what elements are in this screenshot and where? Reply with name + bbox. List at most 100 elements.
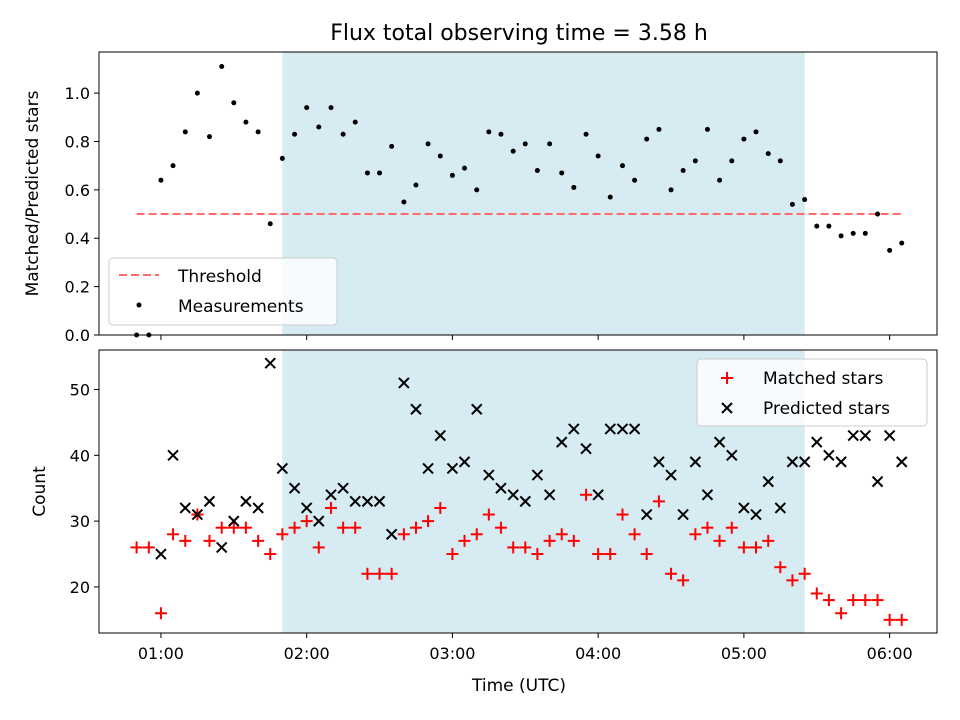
predicted-star-marker: [300, 502, 313, 514]
matched-star-marker: [616, 508, 629, 521]
matched-star-marker: [349, 521, 362, 534]
predicted-marker-b: [313, 515, 325, 527]
y-tick-label: 0.8: [65, 132, 90, 151]
matched-star-marker: [130, 541, 143, 554]
measurement-point: [243, 119, 249, 125]
predicted-marker-b: [568, 423, 580, 435]
measurement-point: [802, 197, 808, 203]
predicted-marker-b: [179, 502, 191, 514]
predicted-star-marker: [288, 482, 301, 494]
measurement-point: [267, 221, 273, 227]
matched-star-marker: [689, 528, 702, 541]
predicted-star-marker: [325, 489, 337, 501]
predicted-star-marker: [835, 456, 847, 468]
matched-star-marker: [774, 561, 787, 574]
matched-star-marker: [786, 574, 799, 587]
predicted-marker-b: [434, 429, 447, 442]
predicted-star-marker: [592, 489, 604, 501]
predicted-star-marker: [556, 436, 568, 448]
matched-star-marker: [264, 548, 277, 561]
matched-star-marker: [361, 567, 374, 580]
matched-star-marker: [179, 534, 192, 547]
measurement-point: [206, 134, 212, 140]
predicted-star-marker: [580, 443, 592, 455]
matched-star-marker: [835, 607, 848, 620]
matched-star-marker: [215, 521, 228, 534]
matched-star-marker: [239, 521, 252, 534]
count-y-tick-label: 50: [70, 380, 90, 399]
measurement-point: [413, 182, 419, 188]
predicted-star-marker: [240, 495, 252, 508]
threshold-legend-label: Threshold: [177, 267, 262, 287]
matched-legend-label: Matched stars: [763, 369, 883, 389]
predicted-marker-b: [361, 495, 374, 508]
matched-star-marker: [640, 548, 653, 561]
predicted-marker-b: [495, 482, 507, 494]
matched-stars-points: [130, 488, 908, 626]
measurement-point: [741, 136, 747, 142]
predicted-marker-b: [325, 489, 337, 501]
predicted-marker-b: [811, 436, 823, 448]
predicted-marker-b: [701, 489, 714, 501]
predicted-star-marker: [859, 429, 872, 442]
measurement-points: [134, 64, 905, 338]
matched-star-marker: [628, 528, 641, 541]
predicted-star-marker: [252, 502, 264, 514]
predicted-star-marker: [531, 469, 544, 481]
measurements-legend-swatch: [136, 302, 142, 308]
predicted-marker-b: [191, 508, 204, 521]
predicted-star-marker: [762, 475, 774, 488]
measurement-point: [486, 129, 492, 135]
matched-star-marker: [446, 548, 459, 561]
predicted-marker-b: [677, 508, 689, 521]
measurement-point: [255, 129, 261, 135]
matched-star-marker: [142, 541, 155, 554]
predicted-star-marker: [811, 436, 823, 448]
predicted-marker-b: [883, 429, 896, 442]
measurement-point: [632, 177, 638, 183]
matched-star-marker: [677, 574, 690, 587]
measurement-point: [680, 168, 686, 174]
predicted-star-marker: [434, 429, 447, 442]
measurement-point: [170, 163, 176, 169]
ratio-panel-frame: [98, 51, 938, 336]
matched-star-marker: [762, 534, 775, 547]
predicted-marker-b: [531, 469, 544, 481]
predicted-marker-b: [458, 456, 471, 468]
measurement-point: [899, 240, 905, 246]
matched-star-marker: [276, 528, 289, 541]
measurement-point: [316, 124, 322, 130]
matched-star-marker: [397, 528, 410, 541]
predicted-star-marker: [458, 456, 471, 468]
measurement-point: [401, 199, 407, 205]
predicted-marker-b: [337, 482, 349, 494]
count-panel-frame: [98, 349, 938, 634]
matched-star-marker: [749, 541, 762, 554]
y-tick-label: 0.2: [65, 278, 90, 297]
matched-star-marker: [482, 508, 495, 521]
measurement-point: [340, 131, 346, 137]
predicted-star-marker: [167, 449, 179, 462]
predicted-star-marker: [471, 403, 483, 415]
measurement-point: [668, 187, 674, 193]
measurements-legend-label: Measurements: [178, 297, 304, 317]
predicted-marker-b: [713, 436, 726, 448]
predicted-marker-b: [288, 482, 301, 494]
predicted-star-marker: [689, 456, 702, 468]
measurement-point: [534, 168, 540, 174]
matched-star-marker: [167, 528, 180, 541]
measurement-point: [850, 230, 856, 236]
ratio-panel: Flux total observing time = 3.58 h 0.00.…: [23, 21, 938, 345]
measurement-point: [875, 211, 881, 217]
measurement-point: [377, 170, 383, 176]
matched-star-marker: [543, 534, 556, 547]
time-x-tick-label: 02:00: [284, 644, 330, 663]
predicted-marker-b: [798, 456, 811, 468]
predicted-star-marker: [446, 462, 459, 475]
predicted-star-marker: [228, 515, 240, 527]
predicted-marker-b: [726, 449, 738, 462]
matched-star-marker: [519, 541, 532, 554]
ratio-legend: Threshold Measurements: [108, 257, 338, 326]
predicted-marker-b: [592, 489, 604, 501]
